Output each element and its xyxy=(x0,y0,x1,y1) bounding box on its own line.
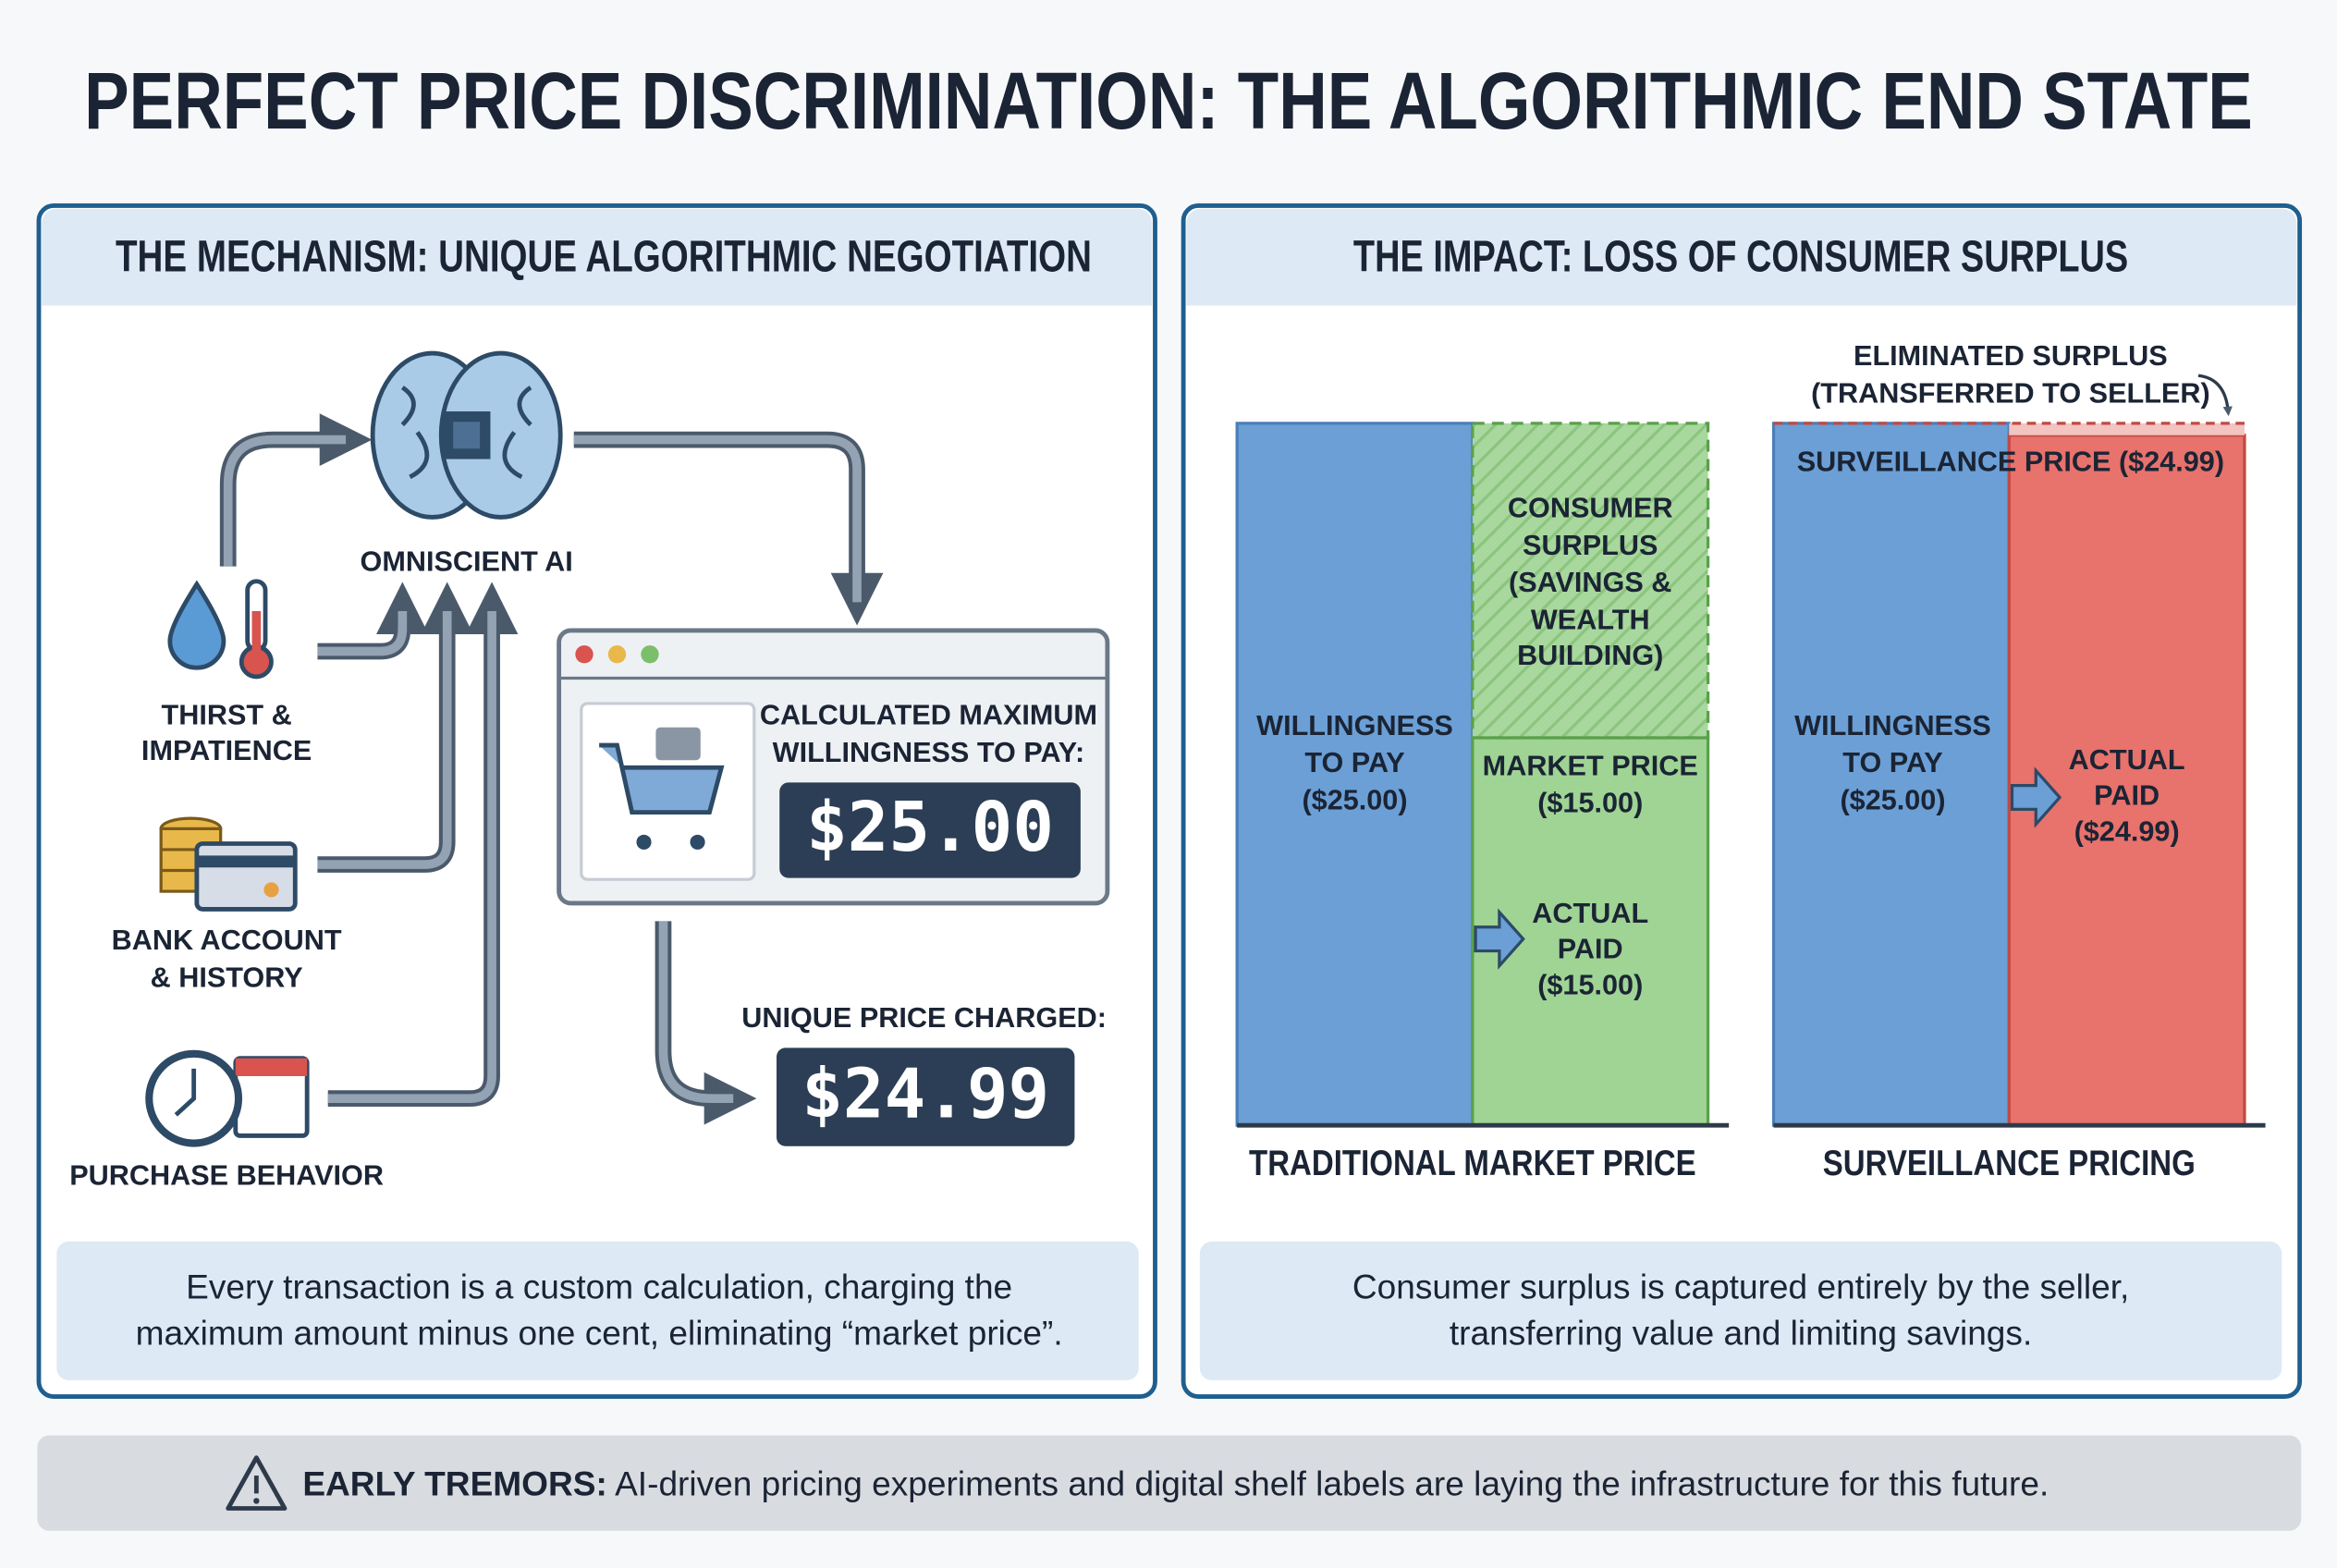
bar-label: BUILDING) xyxy=(1517,640,1663,671)
calc-label: WILLINGNESS TO PAY: xyxy=(773,737,1084,768)
icon-shape xyxy=(607,645,627,664)
icon-shape xyxy=(327,610,496,1104)
bar-label: ($15.00) xyxy=(1537,969,1643,1000)
bar-label: CONSUMER xyxy=(1508,492,1673,523)
caption-line: maximum amount minus one cent, eliminati… xyxy=(136,1313,1063,1352)
bar-label: WEALTH xyxy=(1531,604,1650,635)
caption-box xyxy=(1199,1241,2282,1380)
calc-value: $25.00 xyxy=(806,788,1054,867)
price-display xyxy=(779,782,1081,878)
icon-shape xyxy=(658,921,734,1104)
flow-arrows xyxy=(219,413,884,1125)
ai-label: OMNISCIENT AI xyxy=(361,545,573,577)
bar-label: PAID xyxy=(1558,934,1623,965)
bar-label: WILLINGNESS xyxy=(1794,710,1991,741)
bar-label: ($24.99) xyxy=(2074,815,2180,847)
icon-shape xyxy=(2009,423,2245,435)
bar-label: SURPLUS xyxy=(1523,530,1658,561)
icon-shape xyxy=(599,742,725,815)
bar-label: WILLINGNESS xyxy=(1256,710,1453,741)
bar-label: ($25.00) xyxy=(1302,784,1407,815)
icon-shape xyxy=(655,727,701,761)
icon-shape xyxy=(167,580,226,670)
thirst-icon xyxy=(167,579,274,680)
traditional-bars xyxy=(1235,422,1730,1128)
icon-shape xyxy=(438,350,563,520)
icon-shape xyxy=(317,610,452,869)
icon-shape xyxy=(317,610,408,656)
ai-brain-icon xyxy=(370,350,563,520)
icon-shape xyxy=(1471,422,1710,740)
footer-body: AI-driven pricing experiments and digita… xyxy=(607,1464,2049,1502)
bar-label: ($15.00) xyxy=(1537,788,1643,819)
caption-line: transferring value and limiting savings. xyxy=(1450,1313,2032,1352)
icon-shape xyxy=(263,882,279,898)
footer-text: EARLY TREMORS: AI-driven pricing experim… xyxy=(302,1464,2049,1502)
input-label: & HISTORY xyxy=(151,962,303,993)
icon-shape xyxy=(453,422,481,449)
icon-shape xyxy=(690,834,705,850)
footer-band xyxy=(37,1435,2302,1531)
input-label: IMPATIENCE xyxy=(141,735,312,766)
annotation: ELIMINATED SURPLUS xyxy=(1854,340,2168,372)
icon-shape xyxy=(2007,434,2246,1127)
bar-label: (SAVINGS & xyxy=(1509,567,1671,598)
icon-shape xyxy=(400,386,532,480)
caption-box xyxy=(56,1241,1139,1380)
bar-label: MARKET PRICE xyxy=(1483,750,1698,781)
bar-label: PAID xyxy=(2094,780,2160,812)
icon-shape xyxy=(196,855,296,868)
panel-header xyxy=(1186,208,2297,306)
panel-header xyxy=(42,208,1153,306)
bar-label: ACTUAL xyxy=(2069,744,2185,776)
icon-shape xyxy=(226,1455,288,1511)
price-display xyxy=(777,1047,1075,1146)
annotation: (TRANSFERRED TO SELLER) xyxy=(1811,377,2210,409)
page-title: PERFECT PRICE DISCRIMINATION: THE ALGORI… xyxy=(84,56,2253,146)
icon-shape xyxy=(573,435,862,603)
icon-shape xyxy=(194,841,298,912)
bar-label: ACTUAL xyxy=(1532,898,1648,929)
caption-line: Consumer surplus is captured entirely by… xyxy=(1352,1267,2129,1305)
charged-value: $24.99 xyxy=(801,1055,1049,1134)
icon-shape xyxy=(636,834,652,850)
bank-icon xyxy=(159,816,298,912)
group-label: TRADITIONAL MARKET PRICE xyxy=(1249,1144,1696,1183)
charged-label: UNIQUE PRICE CHARGED: xyxy=(741,1002,1107,1034)
group-label: SURVEILLANCE PRICING xyxy=(1823,1144,2196,1183)
icon-shape xyxy=(1474,908,1525,970)
bar-label: ($25.00) xyxy=(1840,784,1945,815)
icon-shape xyxy=(223,435,347,567)
surveillance-bars xyxy=(1771,374,2266,1128)
input-label: BANK ACCOUNT xyxy=(112,925,342,956)
caption-line: Every transaction is a custom calculatio… xyxy=(186,1267,1012,1305)
icon-shape xyxy=(2197,374,2233,417)
input-label: PURCHASE BEHAVIOR xyxy=(69,1160,384,1192)
icon-shape xyxy=(174,1068,197,1117)
icon-shape xyxy=(575,645,593,664)
calc-label: CALCULATED MAXIMUM xyxy=(760,700,1097,731)
icon-shape xyxy=(1771,422,2011,1127)
behavior-icon xyxy=(145,1049,310,1147)
panel-heading: THE IMPACT: LOSS OF CONSUMER SURPLUS xyxy=(1353,231,2128,281)
warning-icon xyxy=(226,1455,288,1511)
bar-label: TO PAY xyxy=(1842,747,1942,778)
panel-heading: THE MECHANISM: UNIQUE ALGORITHMIC NEGOTI… xyxy=(116,231,1092,281)
icon-shape xyxy=(2010,766,2062,828)
icon-shape xyxy=(253,1498,260,1504)
icon-shape xyxy=(251,610,262,656)
footer-lead: EARLY TREMORS: xyxy=(302,1464,606,1502)
input-label: THIRST & xyxy=(162,700,292,731)
icon-shape xyxy=(1235,422,1474,1127)
bar-label: SURVEILLANCE PRICE ($24.99) xyxy=(1797,446,2224,477)
icon-shape xyxy=(235,1058,308,1076)
bar-label: TO PAY xyxy=(1304,747,1404,778)
icon-shape xyxy=(641,645,659,664)
